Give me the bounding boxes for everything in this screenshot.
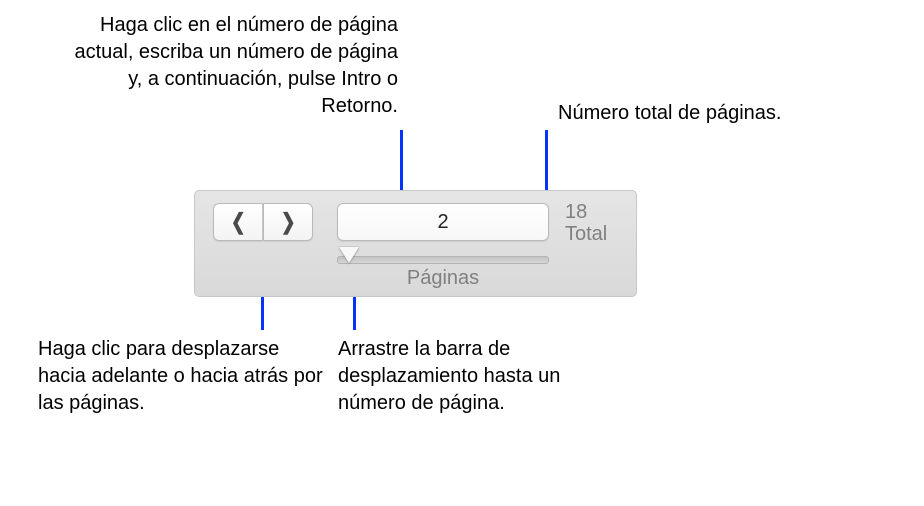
page-slider[interactable]	[337, 249, 549, 269]
pages-caption: Páginas	[337, 267, 549, 290]
page-navigation-toolbar: ❮ ❯ 2 18 Total Páginas	[194, 190, 637, 297]
page-nav-arrow-group: ❮ ❯	[213, 203, 313, 241]
page-slider-thumb[interactable]	[339, 247, 359, 263]
callout-nav-arrows: Haga clic para desplazarse hacia adelant…	[38, 336, 328, 417]
callout-slider: Arrastre la barra de desplazamiento hast…	[338, 336, 598, 417]
total-pages-number: 18	[565, 201, 635, 223]
chevron-left-icon: ❮	[231, 211, 246, 233]
callout-page-input: Haga clic en el número de página actual,…	[58, 12, 398, 120]
current-page-input[interactable]: 2	[337, 203, 549, 241]
total-pages-block: 18 Total	[565, 201, 635, 245]
prev-page-button[interactable]: ❮	[213, 203, 262, 241]
next-page-button[interactable]: ❯	[263, 203, 313, 241]
chevron-right-icon: ❯	[281, 211, 296, 233]
leader-total-pages	[545, 130, 548, 196]
total-pages-label: Total	[565, 223, 635, 245]
callout-total-pages: Número total de páginas.	[558, 100, 898, 127]
page-slider-track	[337, 256, 549, 264]
